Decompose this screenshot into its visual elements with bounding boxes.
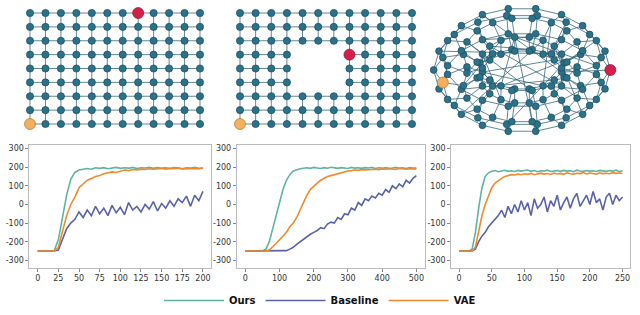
- svg-text:500: 500: [409, 274, 424, 283]
- svg-text:Ours: Ours: [229, 295, 256, 306]
- svg-text:200: 200: [582, 274, 597, 283]
- svg-text:0: 0: [457, 274, 462, 283]
- svg-text:100: 100: [113, 274, 128, 283]
- svg-text:0: 0: [35, 274, 40, 283]
- svg-text:150: 150: [154, 274, 169, 283]
- svg-text:50: 50: [74, 274, 84, 283]
- svg-text:200: 200: [430, 163, 445, 172]
- svg-text:50: 50: [487, 274, 497, 283]
- svg-text:200: 200: [306, 274, 321, 283]
- svg-text:125: 125: [133, 274, 148, 283]
- svg-text:400: 400: [375, 274, 390, 283]
- svg-text:200: 200: [9, 163, 24, 172]
- svg-text:300: 300: [340, 274, 355, 283]
- svg-text:150: 150: [550, 274, 565, 283]
- svg-text:0: 0: [441, 200, 446, 209]
- svg-text:-100: -100: [6, 219, 24, 228]
- svg-text:250: 250: [615, 274, 630, 283]
- svg-text:300: 300: [9, 144, 24, 153]
- svg-text:-300: -300: [427, 256, 445, 265]
- svg-text:175: 175: [175, 274, 190, 283]
- svg-text:Baseline: Baseline: [331, 295, 379, 306]
- svg-text:0: 0: [226, 200, 231, 209]
- svg-text:100: 100: [272, 274, 287, 283]
- svg-text:100: 100: [517, 274, 532, 283]
- svg-text:200: 200: [195, 274, 210, 283]
- svg-text:-300: -300: [6, 256, 24, 265]
- svg-text:-200: -200: [427, 237, 445, 246]
- svg-text:300: 300: [430, 144, 445, 153]
- svg-text:0: 0: [243, 274, 248, 283]
- svg-text:VAE: VAE: [454, 295, 476, 306]
- svg-text:100: 100: [9, 182, 24, 191]
- svg-text:0: 0: [19, 200, 24, 209]
- svg-text:300: 300: [216, 144, 231, 153]
- svg-text:-300: -300: [213, 256, 231, 265]
- svg-text:25: 25: [53, 274, 63, 283]
- svg-text:-100: -100: [427, 219, 445, 228]
- svg-text:200: 200: [216, 163, 231, 172]
- svg-text:100: 100: [430, 182, 445, 191]
- svg-text:75: 75: [95, 274, 105, 283]
- svg-text:100: 100: [216, 182, 231, 191]
- svg-text:-200: -200: [6, 237, 24, 246]
- svg-text:-200: -200: [213, 237, 231, 246]
- svg-text:-100: -100: [213, 219, 231, 228]
